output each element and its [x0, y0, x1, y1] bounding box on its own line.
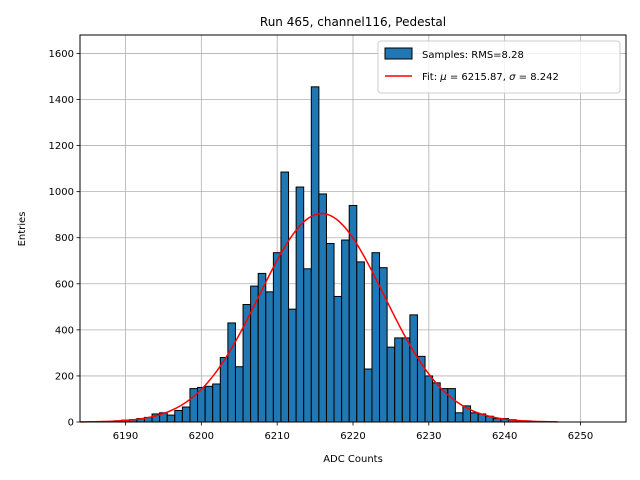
- histogram-bar: [341, 239, 350, 423]
- y-tick-label: 600: [55, 279, 74, 290]
- histogram-bar: [470, 412, 479, 423]
- legend-samples-swatch: [384, 47, 413, 60]
- x-tick-label: 6220: [340, 431, 365, 442]
- fit-curve-group: [79, 212, 558, 423]
- histogram-bar: [310, 86, 320, 423]
- histogram-bar: [227, 322, 236, 423]
- legend-fit-mu-symbol: μ: [439, 72, 446, 83]
- histogram-bar: [272, 252, 282, 423]
- legend-samples-label: Samples: RMS=8.28: [422, 50, 524, 61]
- histogram-bar: [401, 337, 411, 423]
- fit-curve: [79, 212, 558, 423]
- y-tick-label: 1200: [49, 141, 74, 152]
- histogram-bar: [288, 308, 297, 423]
- legend-fit-prefix: Fit:: [422, 72, 440, 83]
- chart-title: Run 465, channel116, Pedestal: [260, 15, 446, 29]
- y-tick-label: 400: [55, 325, 74, 336]
- histogram-bar: [242, 304, 252, 423]
- histogram-bar: [265, 291, 274, 423]
- x-tick-label: 6210: [264, 431, 289, 442]
- y-axis-ticks: 0 200 400 600 800 1000 1200 1400 1600: [49, 49, 80, 429]
- legend-fit-mu-text: = 6215.87,: [447, 72, 509, 83]
- histogram-bar: [424, 375, 434, 423]
- legend-fit-sigma-text: = 8.242: [515, 72, 558, 83]
- histogram-bar: [333, 295, 343, 423]
- legend-fit-sigma-symbol: σ: [509, 72, 516, 83]
- histogram-bar: [303, 268, 312, 423]
- y-tick-label: 1400: [49, 95, 74, 106]
- histogram-bar: [409, 314, 418, 423]
- histogram-bar: [363, 368, 373, 423]
- legend-box: [377, 40, 621, 94]
- histogram-bar: [280, 171, 290, 423]
- histogram-bar: [379, 267, 388, 423]
- histogram-bar: [394, 337, 403, 423]
- x-tick-label: 6250: [568, 431, 593, 442]
- x-tick-label: 6200: [189, 431, 214, 442]
- histogram-bar: [181, 406, 191, 423]
- x-axis-ticks: 6190 6200 6210 6220 6230 6240 6250: [113, 422, 593, 442]
- y-tick-label: 200: [55, 371, 74, 382]
- histogram-bar: [234, 366, 244, 423]
- histogram-bar: [447, 388, 456, 423]
- x-tick-label: 6190: [113, 431, 138, 442]
- x-tick-label: 6240: [492, 431, 517, 442]
- y-tick-label: 0: [68, 418, 74, 429]
- x-axis-label: ADC Counts: [323, 454, 383, 465]
- histogram-bar: [318, 193, 327, 423]
- histogram-bar: [212, 383, 221, 423]
- histogram-bar: [454, 412, 464, 423]
- histogram-bar: [325, 242, 335, 423]
- legend: Samples: RMS=8.28 Fit: μ = 6215.87, σ = …: [377, 40, 621, 94]
- y-tick-label: 1600: [49, 49, 74, 60]
- histogram-bar: [204, 385, 214, 423]
- histogram-bar: [356, 261, 365, 423]
- histogram-bar: [386, 346, 396, 423]
- y-tick-label: 1000: [49, 187, 74, 198]
- legend-fit-label: Fit: μ = 6215.87, σ = 8.242: [422, 72, 559, 83]
- histogram-bar: [219, 357, 229, 423]
- histogram-bar: [432, 382, 441, 423]
- histogram-bar: [166, 414, 176, 423]
- x-tick-label: 6230: [416, 431, 441, 442]
- histogram-bar: [174, 409, 183, 423]
- y-tick-label: 800: [55, 233, 74, 244]
- histogram-bars: [113, 86, 532, 423]
- y-axis-label: Entries: [17, 212, 28, 247]
